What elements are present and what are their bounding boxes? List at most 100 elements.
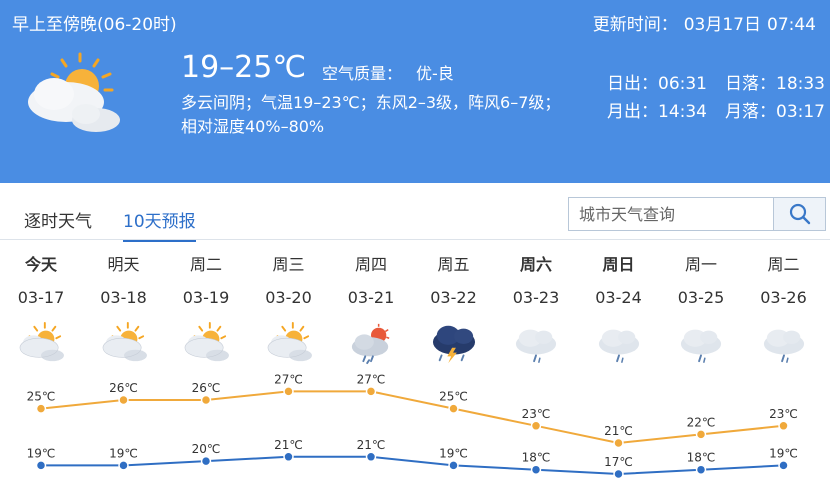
low-temp-point [118,460,129,471]
day-date: 03-23 [512,288,560,307]
search-icon [789,203,810,225]
high-temp-label: 23℃ [522,407,551,421]
forecast-tabs: 逐时天气 10天预报 [0,183,830,242]
high-temp-label: 26℃ [192,381,221,395]
day-date: 03-25 [677,288,725,307]
low-temp-point [200,455,212,467]
description-line-1: 多云间阴；气温19–23℃；东风2–3级，阵风6–7级； [181,93,561,112]
low-temp-label: 18℃ [522,451,551,465]
high-temp-point [613,437,624,449]
day-weekday: 周一 [684,255,717,274]
sunrise-time: 06:31 [658,74,707,94]
low-temp-point [365,451,377,463]
tab-hourly[interactable]: 逐时天气 [24,212,92,232]
day-column: 周二 03-26 [743,245,825,365]
day-weekday: 周三 [272,255,305,274]
moonset-time: 03:17 [776,102,825,122]
sunset-label: 日落： [725,74,776,94]
air-quality-label: 空气质量： [322,64,403,83]
high-temp-label: 27℃ [274,372,303,386]
partly-cloudy-icon [184,321,229,362]
low-temp-line [41,455,784,476]
air-quality: 空气质量： 优-良 [322,60,454,84]
tab-10-day[interactable]: 10天预报 [123,207,196,242]
day-weekday: 周五 [437,255,470,274]
sunset-time: 18:33 [776,74,825,94]
day-date: 03-26 [760,288,807,307]
partly-cloudy-icon [19,321,64,362]
sunset-row: 日落：18:33 [725,70,825,98]
low-temp-label: 17℃ [604,455,633,469]
search-button[interactable] [773,198,825,230]
high-temp-point [365,386,377,397]
partly-cloudy-icon [267,321,312,362]
high-temp-point [448,403,459,414]
sunrise-row: 日出：06:31 [607,70,707,98]
high-temp-point [695,429,707,440]
low-temp-point [35,460,47,471]
low-temp-point [283,451,294,463]
day-weekday: 今天 [24,255,57,274]
high-temp-label: 23℃ [769,407,798,421]
day-column: 周二 03-19 [165,245,247,365]
low-temp-label: 21℃ [274,438,303,452]
high-temp-point [283,386,294,397]
day-date: 03-19 [182,288,230,307]
day-column: 今天 03-17 [0,245,82,365]
day-weekday: 周四 [354,255,387,274]
high-temp-point [200,394,212,406]
day-weekday: 周六 [519,255,552,274]
high-temp-label: 27℃ [357,372,386,386]
high-temp-label: 25℃ [439,390,468,404]
low-temp-label: 19℃ [439,446,468,460]
moonrise-row: 月出：14:34 [607,98,707,126]
sun-moon-rise: 日出：06:31 月出：14:34 [607,70,707,126]
low-temp-label: 19℃ [769,446,798,460]
low-temp-point [448,460,459,471]
day-date: 03-24 [595,288,642,307]
moonset-row: 月落：03:17 [725,98,825,126]
sun-moon-set: 日落：18:33 月落：03:17 [725,70,825,126]
low-temp-point [530,464,542,475]
sunrise-label: 日出： [607,74,658,94]
moonrise-label: 月出： [607,102,658,122]
sun-shower-icon [351,323,390,365]
update-clock: 07:44 [767,15,816,35]
update-time: 更新时间： 03月17日 07:44 [593,10,816,35]
low-temp-point [695,464,707,475]
light-rain-icon [763,329,804,363]
city-search [568,197,826,231]
high-temp-point [778,420,789,432]
day-weekday: 周二 [767,255,800,274]
day-date: 03-18 [100,288,147,307]
moonrise-time: 14:34 [658,102,707,122]
day-column: 明天 03-18 [83,245,165,365]
partly-cloudy-icon [28,52,120,132]
low-temp-point [613,468,624,480]
day-date: 03-22 [430,288,477,307]
low-temp-label: 19℃ [109,446,138,460]
day-weekday: 周二 [189,255,222,274]
update-date: 03月17日 [683,15,761,35]
weather-description: 多云间阴；气温19–23℃；东风2–3级，阵风6–7级； 相对湿度40%–80% [181,91,560,139]
low-temp-label: 20℃ [192,442,221,456]
day-column: 周六 03-23 [495,245,577,365]
low-temp-label: 21℃ [357,438,386,452]
moonset-label: 月落： [725,102,776,122]
high-temp-point [35,403,47,414]
temperature-chart: 25℃ 19℃ 26℃ 19℃ 26℃ 20℃ 27℃ 21℃ 27℃ 21℃ 25℃ 19℃ 23℃ 1… [27,372,798,480]
light-rain-icon [598,329,639,363]
light-rain-icon [680,329,722,363]
low-temp-label: 18℃ [687,451,716,465]
high-temp-label: 26℃ [109,381,138,395]
high-temp-label: 25℃ [27,390,56,404]
search-input[interactable] [569,198,774,230]
current-weather-panel: 早上至傍晚(06-20时) 更新时间： 03月17日 07:44 19–25℃ 空气… [0,0,830,183]
day-weekday: 明天 [107,255,140,274]
air-quality-value: 优-良 [416,64,454,83]
day-weekday: 周日 [602,255,635,274]
partly-cloudy-icon [102,321,147,362]
day-column: 周三 03-20 [248,245,330,365]
forecast-period: 早上至傍晚(06-20时) [12,15,177,35]
low-temp-label: 19℃ [27,446,56,460]
